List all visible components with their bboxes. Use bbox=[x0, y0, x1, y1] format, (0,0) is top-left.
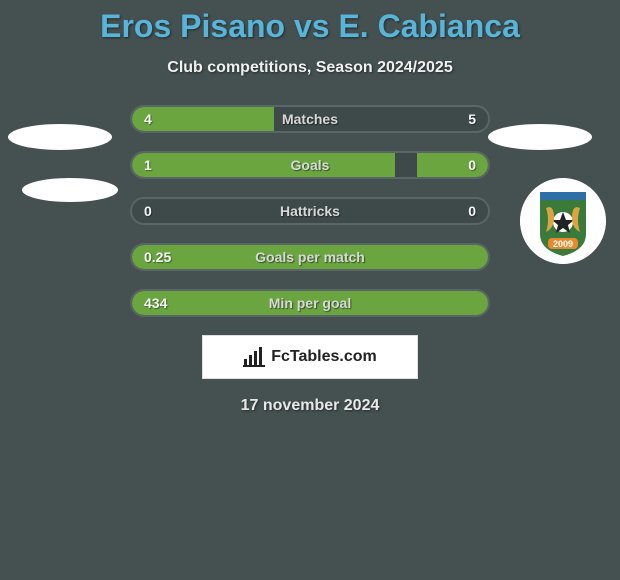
crest-year: 2009 bbox=[553, 239, 573, 249]
bar-fill-right bbox=[417, 153, 488, 177]
club-crest: 2009 bbox=[520, 178, 606, 264]
comparison-bars: 4 Matches 5 1 Goals 0 0 Hattricks 0 0.25… bbox=[130, 105, 490, 317]
player-left-avatar-ellipse-2 bbox=[22, 178, 118, 202]
bar-row-matches: 4 Matches 5 bbox=[130, 105, 490, 133]
club-crest-svg: 2009 bbox=[520, 178, 606, 264]
page-title: Eros Pisano vs E. Cabianca bbox=[0, 0, 620, 45]
bar-fill-left bbox=[132, 107, 274, 131]
bar-fill-left bbox=[132, 291, 488, 315]
bar-label: Hattricks bbox=[132, 199, 488, 223]
bar-left-value: 4 bbox=[144, 107, 152, 131]
player-right-avatar-ellipse bbox=[488, 124, 592, 150]
bar-row-hattricks: 0 Hattricks 0 bbox=[130, 197, 490, 225]
branding-text: FcTables.com bbox=[271, 348, 377, 366]
bar-left-value: 434 bbox=[144, 291, 167, 315]
bar-row-min-per-goal: 434 Min per goal bbox=[130, 289, 490, 317]
branding-box: FcTables.com bbox=[202, 335, 418, 379]
bar-left-value: 0.25 bbox=[144, 245, 171, 269]
bar-chart-icon bbox=[243, 347, 265, 367]
player-left-avatar-ellipse-1 bbox=[8, 124, 112, 150]
bar-right-value: 0 bbox=[468, 199, 476, 223]
bar-fill-left bbox=[132, 245, 488, 269]
page-subtitle: Club competitions, Season 2024/2025 bbox=[0, 59, 620, 77]
bar-left-value: 0 bbox=[144, 199, 152, 223]
bar-right-value: 0 bbox=[468, 153, 476, 177]
bar-left-value: 1 bbox=[144, 153, 152, 177]
bar-row-goals: 1 Goals 0 bbox=[130, 151, 490, 179]
footer-date: 17 november 2024 bbox=[0, 397, 620, 415]
bar-right-value: 5 bbox=[468, 107, 476, 131]
bar-fill-left bbox=[132, 153, 395, 177]
bar-row-goals-per-match: 0.25 Goals per match bbox=[130, 243, 490, 271]
